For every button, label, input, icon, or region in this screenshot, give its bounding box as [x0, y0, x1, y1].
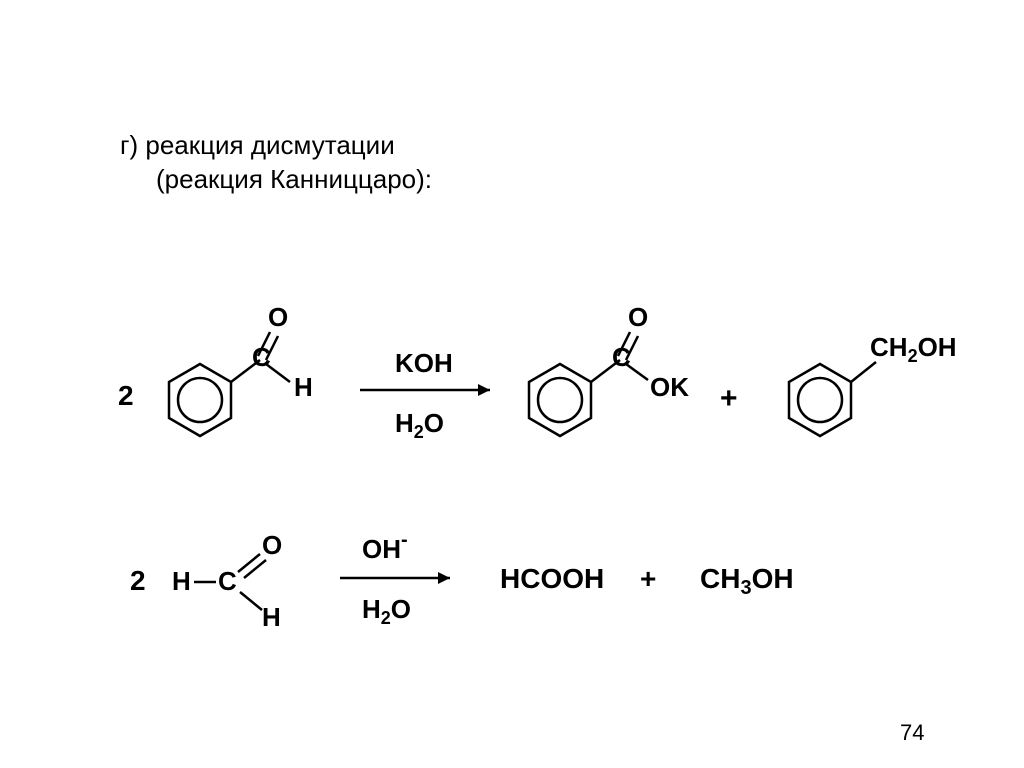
atom-C: C: [218, 566, 237, 596]
atom-C: C: [252, 342, 271, 372]
r2-product2: CH3OH: [700, 563, 794, 599]
r1-coeff: 2: [118, 380, 134, 411]
reaction-1: 2 O H C KOH H2O: [0, 260, 1024, 520]
r2-reactant: H C O H: [172, 530, 282, 632]
r1-reagent-top: KOH: [395, 348, 453, 378]
bond: [240, 592, 262, 610]
atom-O: O: [628, 302, 648, 332]
page-root: г) реакция дисмутации (реакция Канниццар…: [0, 0, 1024, 768]
reaction-2: 2 H C O H OH- H2O HCOOH + CH3OH: [0, 510, 1024, 670]
atom-O: O: [268, 302, 288, 332]
r1-reactant: O H C: [169, 302, 313, 436]
reaction-title-line1: г) реакция дисмутации: [120, 130, 395, 161]
atom-O: O: [262, 530, 282, 560]
bond: [851, 362, 876, 382]
r2-coeff: 2: [130, 565, 146, 596]
label-CH2OH: CH2OH: [870, 332, 957, 366]
r1-product1: O OK C: [529, 302, 689, 436]
plus-sign: +: [640, 563, 656, 594]
bond: [244, 560, 266, 578]
atom-Hleft: H: [172, 566, 191, 596]
benzene-circle: [178, 378, 222, 422]
r2-reagent-bottom: H2O: [362, 594, 411, 628]
arrow-head: [478, 384, 490, 396]
r1-product2: CH2OH: [789, 332, 957, 436]
r1-reagent-bottom: H2O: [395, 408, 444, 442]
atom-OK: OK: [650, 372, 689, 402]
benzene-circle: [538, 378, 582, 422]
page-number: 74: [900, 720, 924, 746]
r2-reagent-top: OH-: [362, 529, 408, 564]
plus-sign: +: [720, 382, 738, 415]
atom-Hbot: H: [262, 602, 281, 632]
atom-C: C: [612, 342, 631, 372]
reaction-title-line2: (реакция Канниццаро):: [156, 164, 432, 195]
arrow-head: [438, 572, 450, 584]
atom-H: H: [294, 372, 313, 402]
r2-product1: HCOOH: [500, 563, 604, 594]
benzene-circle: [798, 378, 842, 422]
bond: [238, 554, 260, 572]
